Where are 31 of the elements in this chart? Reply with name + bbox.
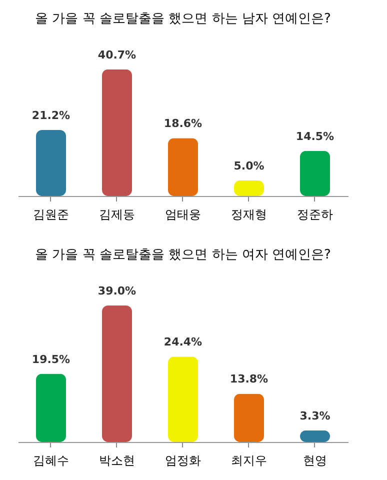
x-tick-label: 김원준 xyxy=(33,208,69,222)
chart-title: 올 가을 꼭 솔로탈출을 했으면 하는 여자 연예인은? xyxy=(35,248,331,262)
data-label: 39.0% xyxy=(98,284,136,298)
bar xyxy=(36,374,66,442)
data-label: 5.0% xyxy=(234,159,264,172)
data-label: 21.2% xyxy=(32,109,70,122)
x-tick-label: 정재형 xyxy=(231,208,267,222)
bar xyxy=(234,180,264,196)
x-tick-label: 김혜수 xyxy=(33,454,69,468)
x-tick-label: 현영 xyxy=(303,454,327,468)
x-tick-label: 엄정화 xyxy=(165,454,201,468)
bar xyxy=(36,130,66,196)
chart-title: 올 가을 꼭 솔로탈출을 했으면 하는 남자 연예인은? xyxy=(35,11,331,26)
x-tick-label: 박소현 xyxy=(99,454,135,468)
x-tick-label: 김제동 xyxy=(99,208,135,222)
data-label: 14.5% xyxy=(296,130,334,143)
data-label: 18.6% xyxy=(164,117,202,130)
bar xyxy=(102,306,132,442)
x-tick-label: 엄태웅 xyxy=(165,208,201,222)
x-tick-label: 정준하 xyxy=(297,208,333,222)
data-label: 13.8% xyxy=(230,372,268,386)
data-label: 24.4% xyxy=(164,336,202,349)
bar xyxy=(300,150,330,196)
bar xyxy=(102,69,132,196)
bar xyxy=(168,138,198,196)
bar xyxy=(234,394,264,442)
x-tick-label: 최지우 xyxy=(231,454,267,468)
bar xyxy=(168,356,198,442)
data-label: 3.3% xyxy=(300,409,330,422)
data-label: 40.7% xyxy=(98,48,136,62)
data-label: 19.5% xyxy=(32,352,70,366)
